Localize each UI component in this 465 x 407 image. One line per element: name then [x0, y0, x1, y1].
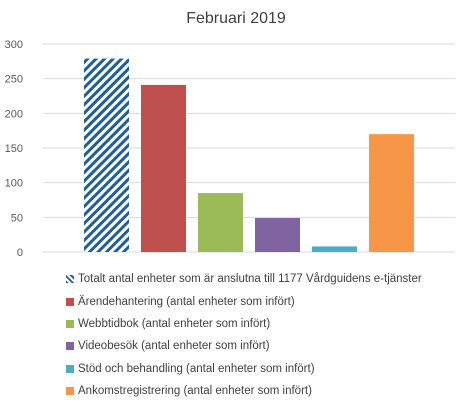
- legend-item: Webbtidbok (antal enheter som infört): [66, 313, 422, 335]
- legend-swatch: [66, 275, 74, 284]
- legend-swatch: [66, 364, 74, 373]
- chart-title: Februari 2019: [186, 10, 286, 27]
- y-tick-label: 200: [5, 108, 23, 120]
- bar: [312, 246, 357, 252]
- bar: [255, 218, 300, 252]
- legend-item: Stöd och behandling (antal enheter som i…: [66, 358, 422, 380]
- legend-item: Videobesök (antal enheter som infört): [66, 335, 422, 357]
- bar: [198, 193, 243, 252]
- legend-label: Videobesök (antal enheter som infört): [78, 340, 270, 353]
- legend-item: Ankomstregistrering (antal enheter som i…: [66, 380, 422, 402]
- bar: [369, 134, 414, 252]
- legend-label: Totalt antal enheter som är anslutna til…: [78, 273, 422, 286]
- y-tick-label: 0: [17, 247, 23, 259]
- legend-swatch: [66, 387, 74, 396]
- y-tick-label: 150: [5, 143, 23, 155]
- y-tick-label: 300: [5, 39, 23, 51]
- y-tick-label: 100: [5, 178, 23, 190]
- legend-label: Ärendehantering (antal enheter som inför…: [78, 295, 295, 308]
- legend-label: Ankomstregistrering (antal enheter som i…: [78, 385, 312, 398]
- legend-label: Webbtidbok (antal enheter som infört): [78, 317, 271, 330]
- y-axis-tick-labels: 0 50 100 150 200 250 300: [5, 39, 23, 259]
- y-tick-label: 50: [11, 212, 23, 224]
- bar: [141, 84, 186, 252]
- legend-item: Ärendehantering (antal enheter som inför…: [66, 290, 422, 312]
- y-tick-label: 250: [5, 74, 23, 86]
- bar-chart: Februari 2019 0 50 100 150 200 250 300: [5, 10, 455, 259]
- legend-swatch: [66, 319, 74, 328]
- legend-swatch: [66, 342, 74, 351]
- bar: [84, 58, 129, 253]
- bars: [84, 58, 414, 253]
- legend-item: Totalt antal enheter som är anslutna til…: [66, 268, 422, 290]
- legend-swatch: [66, 297, 74, 306]
- legend-label: Stöd och behandling (antal enheter som i…: [78, 362, 315, 375]
- legend: Totalt antal enheter som är anslutna til…: [66, 268, 422, 402]
